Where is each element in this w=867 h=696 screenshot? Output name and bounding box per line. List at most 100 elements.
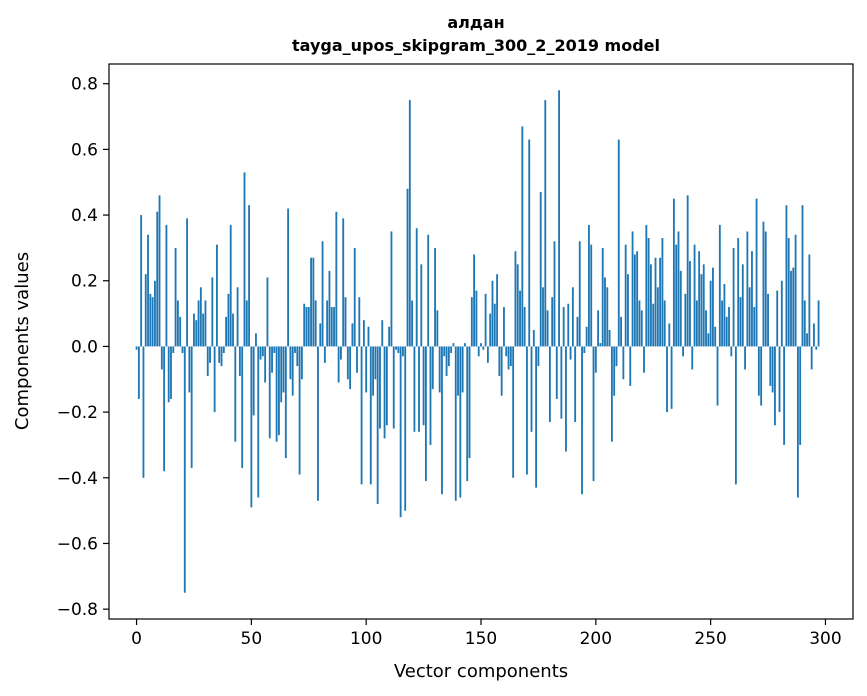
bar bbox=[434, 247, 436, 347]
bar bbox=[643, 346, 645, 373]
bar bbox=[636, 251, 639, 347]
bar bbox=[645, 224, 648, 347]
bar bbox=[574, 346, 577, 422]
bar bbox=[454, 346, 457, 501]
bar bbox=[383, 346, 386, 439]
bar bbox=[452, 343, 455, 347]
bar bbox=[503, 307, 505, 347]
bar bbox=[335, 211, 338, 347]
bar bbox=[521, 126, 524, 347]
bar bbox=[783, 346, 786, 445]
bar bbox=[514, 251, 517, 347]
bar bbox=[714, 326, 717, 347]
bar bbox=[486, 346, 489, 363]
bar bbox=[415, 228, 418, 347]
bar bbox=[310, 257, 312, 347]
bar bbox=[447, 346, 450, 367]
bar bbox=[271, 346, 273, 373]
bar bbox=[790, 270, 792, 347]
bar bbox=[803, 300, 806, 347]
bar bbox=[351, 323, 354, 347]
bar bbox=[402, 346, 404, 357]
bar bbox=[815, 346, 818, 350]
bar bbox=[650, 264, 652, 347]
bars-group bbox=[135, 90, 820, 593]
bar bbox=[640, 310, 643, 347]
bar bbox=[154, 280, 156, 347]
bar bbox=[264, 346, 267, 383]
bar bbox=[365, 346, 368, 393]
plot-frame bbox=[108, 63, 854, 620]
bar bbox=[135, 346, 138, 350]
bar bbox=[211, 277, 214, 347]
bar bbox=[771, 346, 774, 393]
bar bbox=[544, 100, 547, 347]
bar bbox=[151, 297, 154, 347]
bar bbox=[801, 205, 804, 347]
bar bbox=[259, 346, 262, 360]
bar bbox=[560, 346, 563, 419]
bar bbox=[774, 346, 776, 426]
bar bbox=[427, 234, 430, 347]
bar bbox=[670, 346, 673, 409]
bar bbox=[677, 231, 680, 347]
bar bbox=[248, 205, 250, 347]
bar bbox=[551, 297, 554, 347]
bar bbox=[709, 280, 712, 347]
bar bbox=[298, 346, 301, 475]
y-tick-label: −0.2 bbox=[57, 403, 98, 423]
bar bbox=[170, 346, 172, 399]
bar bbox=[321, 241, 324, 347]
bar bbox=[289, 346, 292, 380]
bar bbox=[261, 346, 264, 357]
bar bbox=[764, 231, 767, 347]
bar bbox=[441, 346, 443, 495]
bar bbox=[358, 297, 361, 347]
bar bbox=[424, 346, 427, 482]
bar bbox=[739, 297, 742, 347]
bar bbox=[712, 267, 714, 347]
y-tick-label: −0.6 bbox=[57, 534, 98, 554]
bar bbox=[445, 346, 448, 376]
bar bbox=[796, 346, 799, 498]
bar bbox=[188, 346, 191, 393]
bar bbox=[500, 346, 503, 396]
bar bbox=[652, 303, 655, 347]
bar bbox=[548, 346, 551, 422]
bar bbox=[569, 346, 572, 360]
bar bbox=[464, 343, 466, 347]
bar bbox=[459, 346, 462, 498]
y-tick-label: 0.0 bbox=[71, 337, 98, 357]
bar bbox=[528, 139, 531, 347]
bar bbox=[526, 346, 528, 475]
bar bbox=[342, 218, 345, 347]
y-tick-label: 0.2 bbox=[71, 272, 98, 292]
bar bbox=[186, 218, 188, 347]
bar bbox=[507, 346, 510, 370]
bar bbox=[356, 346, 358, 373]
bar bbox=[255, 333, 257, 347]
y-tick-label: 0.6 bbox=[71, 140, 98, 160]
bar bbox=[695, 300, 698, 347]
bar bbox=[679, 270, 682, 347]
bar bbox=[585, 326, 588, 347]
bar bbox=[505, 346, 508, 357]
bar bbox=[381, 320, 384, 347]
bar bbox=[236, 287, 239, 347]
bar bbox=[206, 346, 209, 376]
bar bbox=[498, 346, 501, 376]
bar bbox=[567, 303, 570, 347]
bar bbox=[280, 346, 283, 403]
bar bbox=[806, 333, 808, 347]
bar bbox=[296, 346, 299, 367]
x-axis-label: Vector components bbox=[394, 661, 568, 682]
bar bbox=[411, 300, 414, 347]
bar bbox=[284, 346, 287, 459]
bar bbox=[305, 307, 308, 347]
bar bbox=[243, 172, 246, 347]
bar bbox=[431, 346, 434, 390]
bar bbox=[496, 274, 498, 347]
bar bbox=[753, 307, 756, 347]
bar bbox=[294, 346, 296, 353]
bar bbox=[477, 346, 480, 357]
